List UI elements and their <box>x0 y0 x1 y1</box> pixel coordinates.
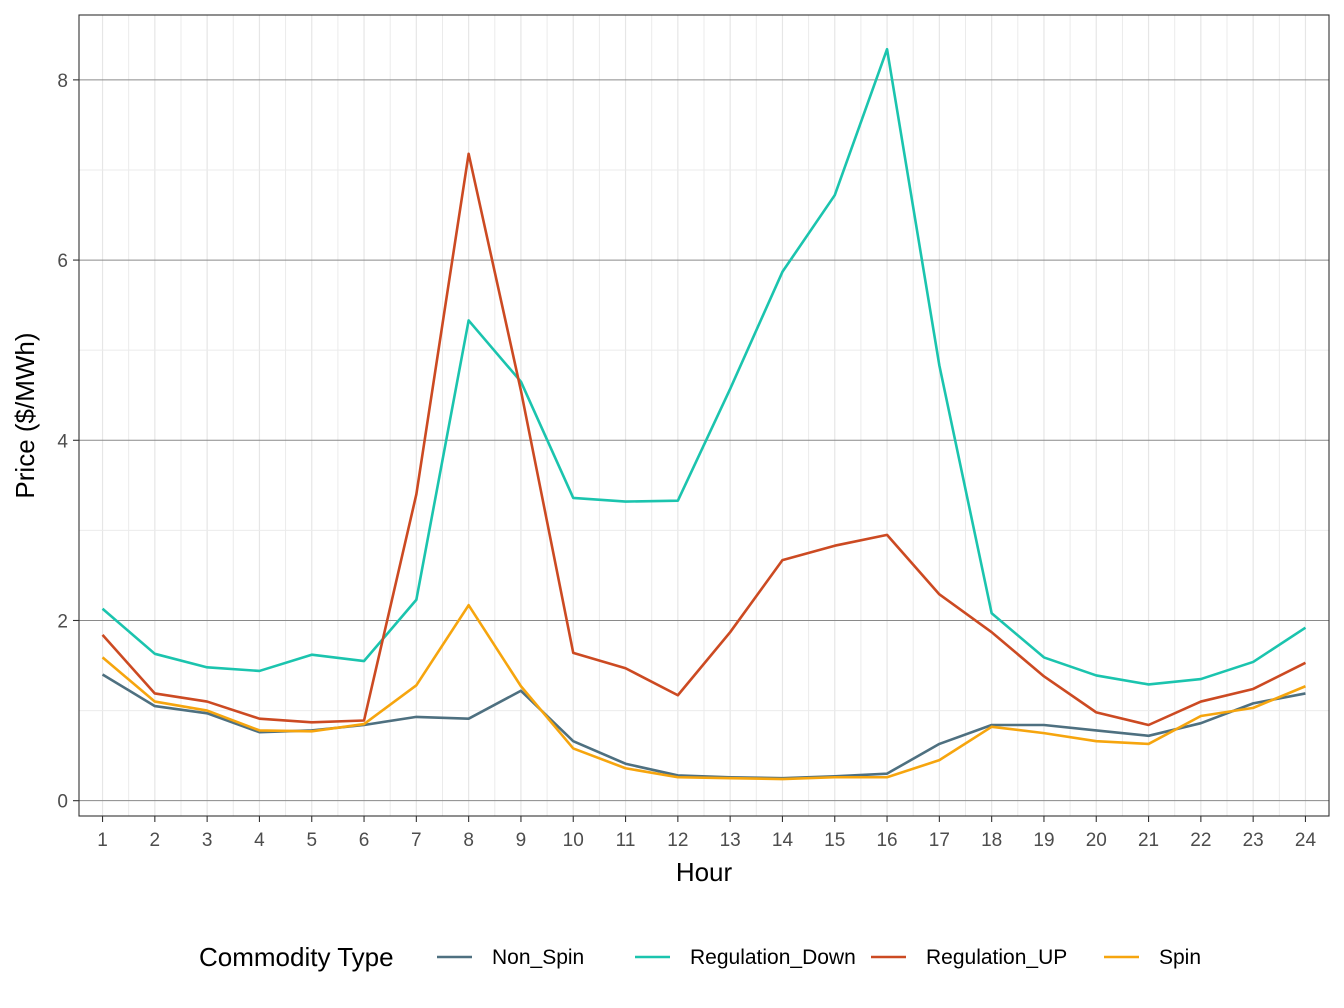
y-tick-label: 2 <box>57 611 68 632</box>
x-tick-label: 16 <box>876 830 897 851</box>
y-tick-label: 4 <box>57 431 68 452</box>
x-tick-label: 2 <box>150 830 161 851</box>
x-axis-title: Hour <box>676 857 733 887</box>
x-tick-label: 14 <box>772 830 794 851</box>
legend-label-regulation-up: Regulation_UP <box>926 946 1067 969</box>
y-tick-label: 0 <box>57 792 68 813</box>
x-tick-label: 24 <box>1295 830 1317 851</box>
x-tick-label: 1 <box>97 830 108 851</box>
series-line-spin <box>101 603 1306 781</box>
x-tick-label: 17 <box>929 830 950 851</box>
x-tick-label: 7 <box>411 830 422 851</box>
x-tick-label: 11 <box>616 830 636 851</box>
x-tick-label: 20 <box>1086 830 1107 851</box>
legend-label-spin: Spin <box>1159 946 1201 969</box>
x-tick-label: 18 <box>981 830 1002 851</box>
x-tick-label: 22 <box>1190 830 1211 851</box>
x-tick-label: 9 <box>516 830 527 851</box>
legend: Commodity Type Non_Spin Regulation_Down Re… <box>199 942 1201 972</box>
legend-label-non-spin: Non_Spin <box>492 946 584 969</box>
series-line-regulation-down <box>101 47 1307 686</box>
x-tick-label: 19 <box>1033 830 1054 851</box>
x-axis: 1 2 3 4 5 6 7 8 9 10 11 12 13 14 15 16 17 18 19 20 21 22 23 24 <box>97 816 1316 851</box>
y-tick-label: 8 <box>57 71 68 92</box>
x-tick-label: 15 <box>824 830 845 851</box>
y-axis-title: Price ($/MWh) <box>10 332 40 498</box>
major-gridlines <box>79 79 1329 802</box>
x-tick-label: 12 <box>667 830 688 851</box>
y-tick-label: 6 <box>57 251 68 272</box>
minor-gridlines <box>79 15 1329 816</box>
x-tick-label: 3 <box>202 830 213 851</box>
series-line-regulation-up <box>101 152 1307 727</box>
x-tick-label: 23 <box>1243 830 1264 851</box>
x-tick-label: 5 <box>306 830 317 851</box>
x-tick-label: 10 <box>563 830 584 851</box>
legend-label-regulation-down: Regulation_Down <box>690 946 856 969</box>
y-axis: 0 2 4 6 8 <box>57 71 79 813</box>
x-tick-label: 21 <box>1138 830 1159 851</box>
plot-panel-border <box>78 14 1330 817</box>
x-tick-label: 6 <box>359 830 370 851</box>
legend-title: Commodity Type <box>199 942 394 972</box>
x-tick-label: 8 <box>463 830 474 851</box>
x-tick-label: 13 <box>720 830 741 851</box>
series-lines <box>101 47 1307 781</box>
x-tick-label: 4 <box>254 830 265 851</box>
